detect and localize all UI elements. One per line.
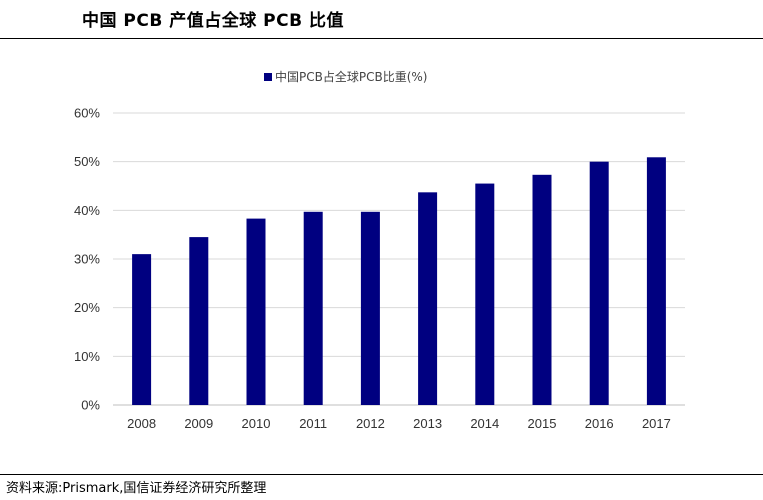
x-tick-label: 2010 — [242, 416, 271, 431]
y-tick-label: 50% — [74, 154, 100, 169]
x-tick-label: 2013 — [413, 416, 442, 431]
x-axis-ticks: 2008 2009 2010 2011 2012 2013 2014 2015 2016 2017 — [127, 416, 671, 431]
y-tick-label: 0% — [81, 398, 100, 413]
bar-2017 — [646, 157, 666, 405]
y-tick-label: 40% — [74, 203, 100, 218]
top-divider — [0, 38, 763, 39]
bar-2016 — [589, 161, 609, 405]
chart-title: 中国 PCB 产值占全球 PCB 比值 — [82, 11, 344, 31]
x-tick-label: 2015 — [528, 416, 557, 431]
x-tick-label: 2011 — [299, 416, 327, 431]
bars — [132, 157, 666, 405]
bar-2010 — [246, 218, 266, 405]
legend-label: 中国PCB占全球PCB比重(%) — [275, 69, 427, 84]
x-tick-label: 2008 — [127, 416, 156, 431]
source-note: 资料来源:Prismark,国信证券经济研究所整理 — [6, 481, 267, 496]
gridlines — [113, 112, 685, 406]
legend: 中国PCB占全球PCB比重(%) — [264, 69, 427, 84]
bar-2008 — [132, 254, 152, 405]
legend-swatch — [264, 73, 272, 81]
x-tick-label: 2014 — [470, 416, 499, 431]
x-tick-label: 2012 — [356, 416, 385, 431]
x-tick-label: 2009 — [184, 416, 213, 431]
bottom-divider — [0, 474, 763, 475]
bar-2012 — [360, 211, 380, 405]
bar-2015 — [532, 174, 552, 405]
bar-2011 — [303, 211, 323, 405]
x-tick-label: 2017 — [642, 416, 671, 431]
bar-2009 — [189, 237, 209, 405]
y-tick-label: 30% — [74, 252, 100, 267]
bar-2013 — [418, 192, 438, 405]
y-tick-label: 20% — [74, 300, 100, 315]
y-tick-label: 60% — [74, 106, 100, 121]
bar-chart: 0% 10% 20% 30% 40% 50% 60% 2008 2009 2010 2011 201… — [74, 69, 685, 431]
bar-2014 — [475, 183, 495, 405]
y-axis-ticks: 0% 10% 20% 30% 40% 50% 60% — [74, 106, 100, 413]
x-tick-label: 2016 — [585, 416, 614, 431]
y-tick-label: 10% — [74, 349, 100, 364]
